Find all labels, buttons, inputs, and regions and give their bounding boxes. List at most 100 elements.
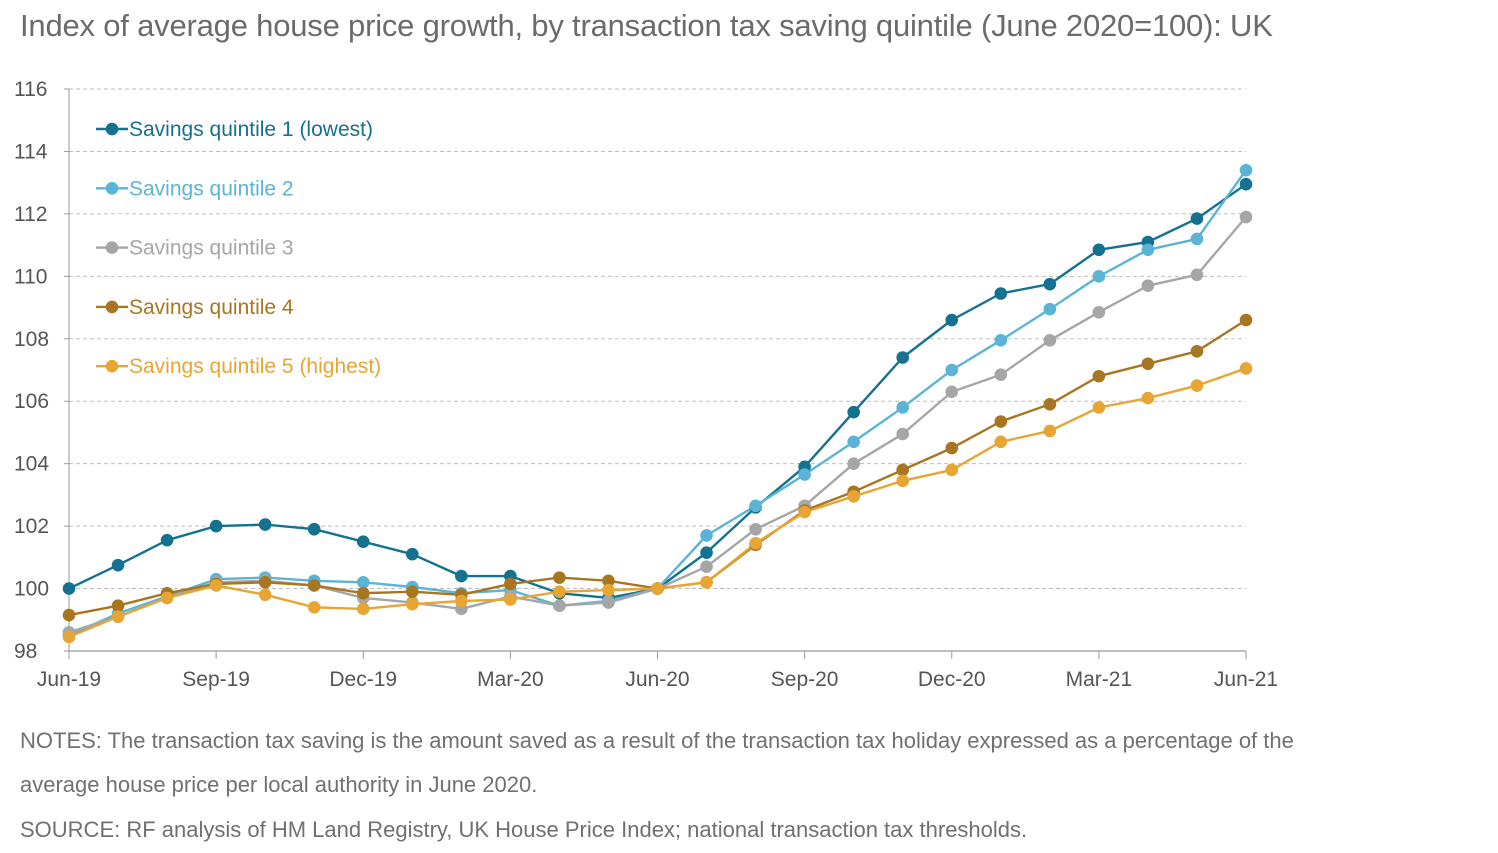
y-tick-label: 104 — [14, 453, 49, 476]
notes-text-line-1: NOTES: The transaction tax saving is the… — [20, 728, 1294, 753]
series-points-2 — [62, 163, 1253, 642]
data-point — [209, 519, 223, 533]
data-point — [749, 536, 762, 550]
data-point — [700, 576, 713, 589]
data-point — [1043, 424, 1057, 438]
data-point — [896, 427, 910, 441]
legend-item: Savings quintile 5 (highest) — [96, 355, 381, 378]
data-point — [602, 596, 615, 609]
chart-title: Index of average house price growth, by … — [20, 8, 1273, 43]
data-point — [160, 591, 174, 605]
data-point — [945, 441, 959, 455]
data-point — [1092, 369, 1106, 383]
data-point — [307, 600, 321, 614]
data-point — [700, 560, 713, 573]
data-point — [504, 577, 517, 591]
data-point — [602, 583, 615, 597]
data-point — [1092, 270, 1106, 283]
data-point — [1141, 243, 1155, 257]
data-point — [798, 468, 811, 481]
data-point — [258, 588, 272, 602]
data-point — [700, 546, 713, 559]
data-point — [62, 608, 76, 622]
x-tick-label: Dec-20 — [918, 668, 986, 691]
data-point — [356, 602, 370, 616]
data-point — [700, 529, 713, 542]
legend-marker — [105, 241, 119, 254]
series-points-3 — [62, 210, 1253, 639]
line-chart: 98 100 102 104 106 108 110 112 114 116 Jun-19 Sep-1… — [14, 78, 1278, 691]
data-point — [945, 385, 959, 399]
grid-lines — [69, 88, 1246, 590]
data-point — [1239, 177, 1253, 191]
legend-marker — [105, 122, 119, 136]
data-point — [847, 490, 860, 503]
x-tick-label: Jun-21 — [1214, 668, 1278, 691]
data-point — [1190, 232, 1204, 246]
data-point — [994, 415, 1008, 428]
series-lines — [62, 163, 1253, 644]
data-point — [1190, 268, 1204, 282]
y-tick-label: 110 — [14, 265, 47, 288]
series-5 — [68, 367, 1247, 639]
x-tick-label: Mar-20 — [477, 668, 544, 691]
y-tick-label: 102 — [14, 515, 49, 538]
data-point — [994, 368, 1008, 381]
legend: Savings quintile 1 (lowest) Savings quint… — [96, 118, 381, 378]
data-point — [1190, 379, 1204, 392]
data-point — [258, 576, 272, 589]
y-tick-label: 108 — [14, 328, 49, 351]
data-point — [798, 505, 811, 519]
legend-marker — [105, 300, 119, 314]
data-point — [1239, 210, 1253, 224]
notes-text-line-2: average house price per local authority … — [20, 772, 538, 797]
data-point — [553, 571, 566, 584]
data-point — [455, 594, 468, 608]
axes: 98 100 102 104 106 108 110 112 114 116 Jun-19 Sep-1… — [14, 78, 1278, 691]
x-tick-label: Dec-19 — [329, 668, 397, 691]
series-3 — [68, 216, 1247, 634]
data-point — [307, 579, 321, 592]
data-point — [945, 313, 959, 327]
data-point — [405, 547, 419, 561]
data-point — [209, 579, 223, 592]
data-point — [1141, 391, 1155, 405]
series-line — [68, 367, 1247, 639]
legend-item: Savings quintile 3 — [96, 237, 294, 260]
data-point — [553, 585, 566, 598]
data-point — [62, 630, 76, 644]
data-point — [258, 518, 272, 531]
data-point — [1043, 302, 1057, 316]
data-point — [896, 351, 910, 364]
legend-item: Savings quintile 2 — [96, 177, 294, 200]
data-point — [504, 593, 517, 606]
series-points-5 — [62, 362, 1253, 644]
data-point — [455, 569, 468, 583]
data-point — [307, 522, 321, 536]
data-point — [553, 599, 566, 613]
x-tick-label: Sep-20 — [771, 668, 839, 691]
data-point — [847, 457, 860, 470]
data-point — [1043, 398, 1057, 411]
y-tick-label: 112 — [14, 203, 47, 226]
data-point — [945, 363, 959, 377]
data-point — [896, 474, 910, 488]
data-point — [994, 334, 1008, 347]
y-tick-label: 98 — [14, 640, 37, 663]
data-point — [1239, 362, 1253, 375]
data-point — [356, 576, 370, 589]
data-point — [1190, 212, 1204, 225]
x-tick-label: Jun-19 — [37, 668, 101, 691]
data-point — [1092, 305, 1106, 319]
x-tick-label: Mar-21 — [1066, 668, 1133, 691]
legend-label: Savings quintile 2 — [129, 177, 294, 200]
data-point — [651, 582, 664, 595]
legend-item: Savings quintile 1 (lowest) — [96, 118, 373, 141]
data-point — [1043, 334, 1057, 347]
legend-marker — [105, 359, 119, 373]
data-point — [1043, 277, 1057, 291]
data-point — [111, 558, 125, 572]
data-point — [749, 499, 762, 513]
data-point — [160, 533, 174, 547]
data-point — [405, 585, 419, 598]
